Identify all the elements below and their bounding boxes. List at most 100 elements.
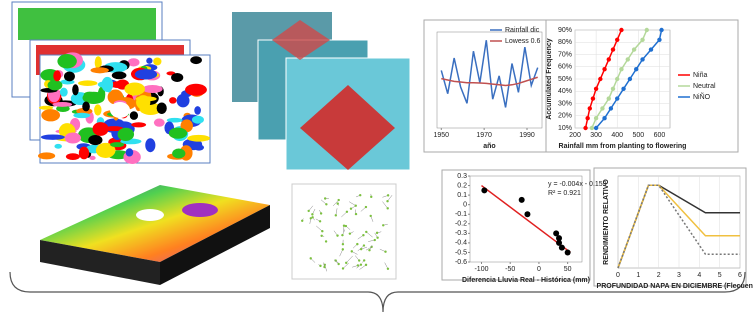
point bbox=[589, 125, 595, 131]
dot bbox=[319, 264, 322, 268]
point bbox=[606, 57, 611, 62]
map-patch bbox=[110, 102, 130, 118]
map-patch bbox=[82, 91, 105, 104]
legend-label: NiÑO bbox=[693, 92, 711, 101]
map-patch bbox=[37, 152, 56, 160]
y-axis-label: Accumulated Frequency bbox=[546, 38, 553, 119]
point bbox=[619, 67, 624, 72]
x-tick-label: 5 bbox=[718, 272, 722, 279]
series-line bbox=[441, 76, 538, 87]
series-line bbox=[617, 184, 740, 269]
dot bbox=[386, 194, 390, 197]
dot bbox=[365, 230, 368, 234]
point bbox=[648, 47, 654, 52]
map-patch bbox=[153, 57, 162, 66]
legend-label: Niña bbox=[693, 72, 708, 79]
legend-label: Neutral bbox=[693, 83, 716, 90]
map-patch bbox=[52, 102, 73, 107]
point bbox=[615, 76, 620, 82]
point bbox=[610, 47, 616, 52]
series-line bbox=[617, 184, 740, 269]
point bbox=[606, 96, 611, 101]
x-tick-label: -50 bbox=[505, 266, 515, 273]
dot bbox=[368, 249, 371, 252]
point bbox=[593, 86, 599, 92]
vector bbox=[316, 225, 323, 232]
map-patch bbox=[94, 104, 102, 116]
map-patch bbox=[191, 115, 204, 124]
dot bbox=[356, 264, 360, 267]
map-patch bbox=[54, 143, 62, 149]
point bbox=[564, 249, 571, 256]
series-line bbox=[481, 184, 571, 254]
x-tick-label: -100 bbox=[474, 266, 488, 273]
y-tick-label: 0.3 bbox=[457, 173, 467, 180]
point bbox=[593, 116, 599, 121]
legend-label: Lowess 0.6 bbox=[505, 38, 541, 45]
point bbox=[600, 106, 605, 111]
dot bbox=[324, 240, 328, 243]
map-patch bbox=[56, 105, 70, 112]
map-patch bbox=[97, 81, 109, 88]
dot bbox=[362, 259, 366, 262]
dot bbox=[349, 207, 353, 210]
dot bbox=[323, 197, 327, 200]
y-tick-label: 30% bbox=[558, 100, 572, 107]
map-patch bbox=[171, 72, 184, 82]
map-patch bbox=[111, 71, 127, 80]
y-tick-label: -0.2 bbox=[455, 221, 467, 228]
annotation: R² = 0.921 bbox=[548, 190, 581, 197]
map-patch bbox=[90, 67, 109, 74]
vector bbox=[332, 199, 339, 207]
dot bbox=[348, 232, 352, 235]
map-patch bbox=[38, 105, 54, 110]
dot bbox=[376, 236, 379, 239]
vector bbox=[341, 211, 348, 218]
dot bbox=[307, 209, 310, 213]
x-tick-label: 6 bbox=[738, 272, 742, 279]
map-patch bbox=[89, 155, 96, 161]
dot bbox=[364, 263, 368, 267]
x-axis-label: PROFUNDIDAD NAPA EN DICIEMBRE (Flecuente… bbox=[597, 283, 753, 290]
dot bbox=[359, 194, 362, 197]
map-patch bbox=[194, 106, 201, 115]
small-scatter bbox=[291, 183, 397, 280]
y-tick-label: -0.3 bbox=[455, 230, 467, 237]
dot bbox=[323, 265, 326, 269]
vector bbox=[348, 201, 356, 206]
map-patch bbox=[135, 96, 157, 102]
dot bbox=[318, 220, 322, 223]
dot bbox=[341, 233, 344, 237]
vector bbox=[346, 255, 353, 264]
vector bbox=[359, 264, 367, 270]
dot bbox=[382, 224, 385, 227]
vector bbox=[339, 249, 344, 257]
map-patch bbox=[103, 126, 124, 132]
dot bbox=[375, 231, 379, 235]
y-tick-label: -0.6 bbox=[455, 259, 467, 266]
map-patch bbox=[156, 102, 167, 114]
y-tick-label: 60% bbox=[558, 64, 572, 71]
point bbox=[615, 37, 620, 42]
point bbox=[640, 57, 645, 62]
map-patch bbox=[134, 69, 158, 80]
dot bbox=[359, 247, 363, 251]
point bbox=[615, 96, 620, 101]
brace bbox=[9, 271, 746, 313]
map-patch bbox=[94, 56, 102, 70]
map-patch bbox=[190, 56, 202, 65]
dot bbox=[311, 216, 314, 219]
map-patch bbox=[172, 148, 186, 159]
y-tick-label: 70% bbox=[558, 51, 572, 58]
point bbox=[481, 187, 488, 194]
y-tick-label: 20% bbox=[558, 113, 572, 120]
map-patch bbox=[193, 144, 205, 151]
x-tick-label: 1990 bbox=[519, 132, 535, 139]
map-patch bbox=[95, 142, 116, 158]
y-tick-label: 10% bbox=[558, 125, 572, 132]
map-patch bbox=[166, 117, 183, 123]
map-patch bbox=[185, 83, 207, 96]
dot bbox=[319, 212, 323, 215]
map-patch bbox=[72, 84, 79, 96]
